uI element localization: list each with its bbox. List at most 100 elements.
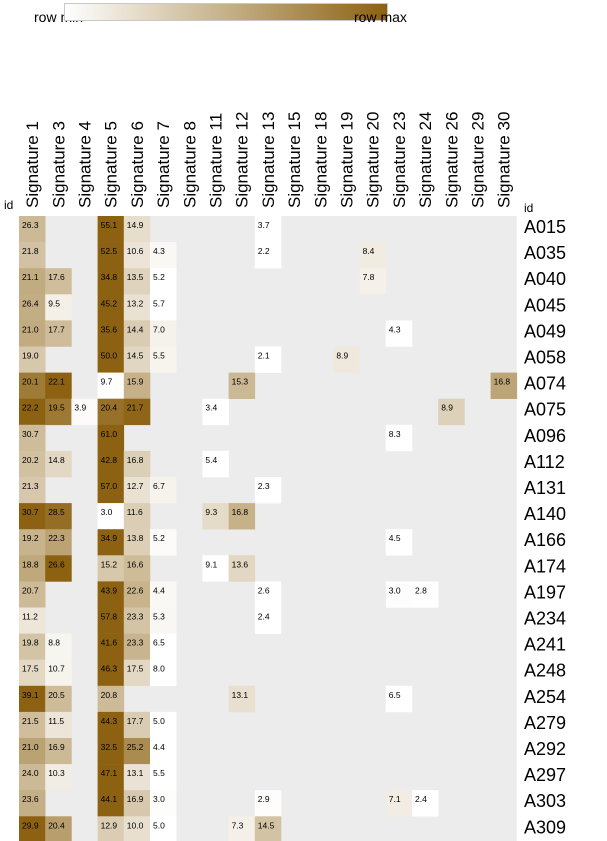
heatmap-cell: [150, 581, 177, 608]
cell-value-label: 16.8: [127, 455, 144, 465]
heatmap-cell: [19, 477, 46, 504]
row-id-label: A234: [524, 609, 566, 629]
cell-value-label: 10.6: [127, 246, 144, 256]
heatmap-cell: [123, 294, 151, 321]
cell-value-label: 8.4: [363, 246, 375, 256]
legend-gradient-bar: [64, 3, 388, 21]
row-id-label: A074: [524, 374, 566, 394]
row-id-label: A035: [524, 243, 566, 263]
cell-value-label: 57.0: [101, 481, 118, 491]
heatmap-cell: [19, 764, 46, 791]
cell-value-label: 25.2: [127, 742, 144, 752]
cell-value-label: 4.4: [153, 585, 165, 595]
heatmap-cell: [202, 450, 229, 478]
cell-value-label: 34.8: [101, 272, 118, 282]
column-label: Signature 4: [76, 121, 95, 208]
heatmap-cell: [19, 268, 46, 295]
heatmap-cell: [123, 659, 151, 687]
column-label: Signature 19: [338, 112, 357, 208]
cell-value-label: 20.5: [48, 690, 65, 700]
column-label: Signature 12: [233, 112, 252, 208]
cell-value-label: 30.7: [22, 429, 39, 439]
cell-value-label: 10.3: [48, 768, 65, 778]
heatmap-cell: [385, 320, 413, 347]
cell-value-label: 12.7: [127, 481, 144, 491]
heatmap-cell: [19, 503, 46, 530]
heatmap-cell: [19, 790, 46, 817]
cell-value-label: 13.2: [127, 298, 144, 308]
cell-value-label: 11.6: [127, 507, 143, 517]
heatmap-cell: [45, 555, 72, 582]
heatmap-cell: [19, 398, 46, 426]
heatmap-cell: [123, 738, 151, 765]
heatmap-cell: [228, 372, 256, 399]
heatmap-cell: [97, 346, 125, 373]
heatmap-cell: [97, 294, 125, 321]
cell-value-label: 5.7: [153, 298, 165, 308]
cell-value-label: 8.8: [48, 638, 60, 648]
cell-value-label: 20.7: [22, 585, 39, 595]
cell-value-label: 7.1: [389, 794, 401, 804]
column-label: Signature 18: [311, 112, 330, 208]
heatmap-cell: [19, 450, 46, 478]
column-label: Signature 5: [102, 121, 121, 208]
cell-value-label: 9.1: [205, 559, 217, 569]
cell-value-label: 61.0: [101, 429, 118, 439]
heatmap-cell: [45, 633, 72, 660]
cell-value-label: 14.5: [127, 351, 144, 361]
cell-value-label: 11.5: [48, 716, 64, 726]
heatmap-cell: [412, 581, 439, 608]
cell-value-label: 32.5: [101, 742, 118, 752]
heatmap-cell: [123, 320, 151, 347]
heatmap-cell: [123, 816, 151, 841]
heatmap-cell: [45, 711, 72, 739]
cell-value-label: 21.1: [22, 272, 39, 282]
heatmap-cell: [45, 659, 72, 687]
cell-value-label: 7.8: [363, 272, 375, 282]
heatmap-cell: [45, 503, 72, 530]
heatmap-cell: [19, 816, 46, 841]
cell-value-label: 7.3: [232, 820, 244, 830]
cell-value-label: 9.7: [101, 377, 113, 387]
heatmap-cell: [150, 738, 177, 765]
heatmap-cell: [45, 529, 72, 556]
heatmap-cell: [19, 711, 46, 739]
cell-value-label: 7.0: [153, 324, 165, 334]
heatmap-cell: [97, 503, 125, 530]
heatmap-cell: [19, 372, 46, 399]
heatmap-cell: [19, 607, 46, 634]
cell-value-label: 21.7: [127, 403, 144, 413]
cell-value-label: 3.4: [205, 403, 217, 413]
heatmap-cell: [202, 398, 229, 426]
heatmap-cell: [385, 529, 413, 556]
cell-value-label: 23.6: [22, 794, 39, 804]
heatmap-cell: [97, 581, 125, 608]
heatmap-cell: [19, 659, 46, 687]
cell-value-label: 13.1: [127, 768, 144, 778]
cell-value-label: 44.1: [101, 794, 118, 804]
cell-value-label: 5.0: [153, 716, 165, 726]
heatmap-cell: [254, 346, 282, 373]
heatmap-cell: [254, 216, 282, 243]
heatmap-cell: [150, 477, 177, 504]
cell-value-label: 20.2: [22, 455, 39, 465]
column-label: Signature 1: [23, 121, 42, 208]
cell-value-label: 4.3: [153, 246, 165, 256]
column-labels: Signature 1 Signature 3 Signature 4 Signatu…: [23, 112, 514, 208]
heatmap-cell: [19, 346, 46, 373]
cell-value-label: 2.1: [258, 351, 270, 361]
heatmap-cell: [123, 529, 151, 556]
heatmap-cell: [123, 607, 151, 634]
column-label: Signature 15: [285, 112, 304, 208]
heatmap-cell: [97, 764, 125, 791]
cell-value-label: 2.2: [258, 246, 270, 256]
row-id-label: A049: [524, 321, 566, 341]
cell-value-label: 57.8: [101, 612, 118, 622]
heatmap-cell: [359, 242, 387, 269]
row-id-label: A254: [524, 687, 566, 707]
cell-value-label: 55.1: [101, 220, 118, 230]
row-id-label: A040: [524, 269, 566, 289]
heatmap-cell: [385, 581, 413, 608]
cell-value-label: 21.0: [22, 324, 39, 334]
heatmap-cell: [123, 477, 151, 504]
